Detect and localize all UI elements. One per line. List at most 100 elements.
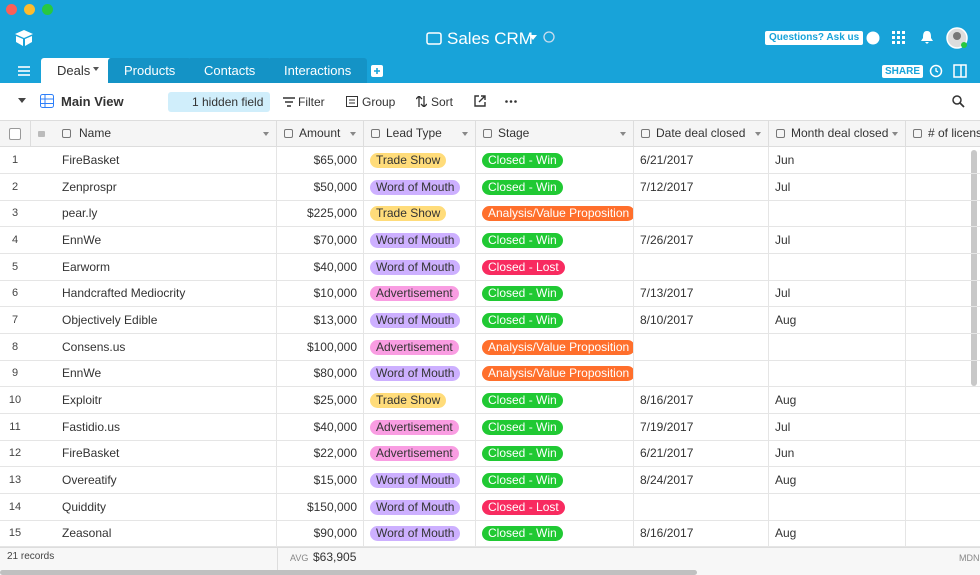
- minimize-dot[interactable]: [24, 4, 35, 15]
- month-cell[interactable]: Jul: [769, 413, 906, 441]
- lead-cell[interactable]: Trade Show: [364, 387, 476, 415]
- stage-cell[interactable]: Closed - Win: [476, 520, 634, 548]
- name-cell[interactable]: FireBasket: [55, 440, 277, 468]
- stage-cell[interactable]: Closed - Win: [476, 147, 634, 174]
- aggregate-label[interactable]: AVG: [290, 553, 309, 563]
- month-cell[interactable]: [769, 493, 906, 521]
- month-cell[interactable]: Jul: [769, 280, 906, 308]
- amount-cell[interactable]: $40,000: [277, 253, 364, 281]
- info-icon[interactable]: [543, 31, 555, 43]
- stage-cell[interactable]: Analysis/Value Proposition: [476, 333, 634, 361]
- date-cell[interactable]: 7/19/2017: [634, 413, 769, 441]
- aggregate-label-right[interactable]: MDN: [959, 553, 980, 563]
- licenses-cell[interactable]: [906, 387, 980, 415]
- amount-cell[interactable]: $100,000: [277, 333, 364, 361]
- date-cell[interactable]: 7/13/2017: [634, 280, 769, 308]
- licenses-cell[interactable]: [906, 174, 980, 201]
- name-cell[interactable]: pear.ly: [55, 200, 277, 228]
- name-cell[interactable]: FireBasket: [55, 147, 277, 174]
- name-cell[interactable]: EnnWe: [55, 227, 277, 254]
- amount-cell[interactable]: $13,000: [277, 307, 364, 335]
- lead-cell[interactable]: Word of Mouth: [364, 467, 476, 495]
- stage-cell[interactable]: Closed - Win: [476, 413, 634, 441]
- share-button[interactable]: SHARE: [882, 65, 924, 78]
- name-cell[interactable]: Consens.us: [55, 333, 277, 361]
- date-cell[interactable]: [634, 253, 769, 281]
- stage-cell[interactable]: Closed - Win: [476, 387, 634, 415]
- lead-cell[interactable]: Advertisement: [364, 280, 476, 308]
- search-icon[interactable]: [952, 95, 965, 108]
- amount-cell[interactable]: $50,000: [277, 173, 364, 201]
- licenses-cell[interactable]: [906, 467, 980, 495]
- notification-icon[interactable]: [920, 30, 934, 45]
- stage-cell[interactable]: Closed - Win: [476, 467, 634, 495]
- licenses-cell[interactable]: [906, 280, 980, 308]
- name-cell[interactable]: Zeasonal: [55, 520, 277, 548]
- month-cell[interactable]: [769, 360, 906, 388]
- name-cell[interactable]: Overeatify: [55, 467, 277, 495]
- lead-cell[interactable]: Word of Mouth: [364, 360, 476, 388]
- month-cell[interactable]: Jul: [769, 227, 906, 254]
- lead-cell[interactable]: Trade Show: [364, 147, 476, 174]
- date-cell[interactable]: [634, 360, 769, 388]
- header-caret[interactable]: [892, 132, 898, 136]
- history-icon[interactable]: [929, 64, 943, 78]
- name-cell[interactable]: Fastidio.us: [55, 413, 277, 441]
- logo[interactable]: [14, 29, 34, 47]
- tab[interactable]: Contacts: [188, 58, 272, 83]
- licenses-cell[interactable]: [906, 227, 980, 254]
- lead-cell[interactable]: Advertisement: [364, 333, 476, 361]
- lead-cell[interactable]: Advertisement: [364, 440, 476, 468]
- amount-cell[interactable]: $150,000: [277, 493, 364, 521]
- title-caret[interactable]: [529, 35, 537, 41]
- amount-cell[interactable]: $40,000: [277, 413, 364, 441]
- lead-cell[interactable]: Word of Mouth: [364, 493, 476, 521]
- avatar[interactable]: [946, 27, 968, 49]
- stage-cell[interactable]: Closed - Win: [476, 280, 634, 308]
- stage-cell[interactable]: Closed - Lost: [476, 253, 634, 281]
- lead-cell[interactable]: Word of Mouth: [364, 173, 476, 201]
- licenses-cell[interactable]: [906, 147, 980, 174]
- amount-cell[interactable]: $70,000: [277, 227, 364, 254]
- licenses-cell[interactable]: [906, 520, 980, 548]
- date-cell[interactable]: 6/21/2017: [634, 440, 769, 468]
- column-header[interactable]: # of licens: [906, 120, 980, 147]
- amount-cell[interactable]: $90,000: [277, 520, 364, 548]
- licenses-cell[interactable]: [906, 254, 980, 281]
- month-cell[interactable]: [769, 200, 906, 228]
- month-cell[interactable]: Aug: [769, 520, 906, 548]
- help-button[interactable]: Questions? Ask us: [765, 31, 864, 45]
- menu-icon[interactable]: [18, 66, 30, 76]
- lead-cell[interactable]: Trade Show: [364, 200, 476, 228]
- sort-button[interactable]: Sort: [431, 95, 454, 109]
- view-name[interactable]: Main View: [61, 94, 124, 109]
- stage-cell[interactable]: Closed - Win: [476, 307, 634, 335]
- name-cell[interactable]: Exploitr: [55, 387, 277, 415]
- column-header[interactable]: Date deal closed: [634, 120, 769, 147]
- licenses-cell[interactable]: [906, 200, 980, 228]
- date-cell[interactable]: 8/24/2017: [634, 467, 769, 495]
- amount-cell[interactable]: $10,000: [277, 280, 364, 308]
- month-cell[interactable]: [769, 253, 906, 281]
- header-caret[interactable]: [755, 132, 761, 136]
- amount-cell[interactable]: $15,000: [277, 467, 364, 495]
- share-view-icon[interactable]: [474, 95, 486, 107]
- name-cell[interactable]: EnnWe: [55, 360, 277, 388]
- apps-icon[interactable]: [892, 31, 906, 45]
- stage-cell[interactable]: Analysis/Value Proposition: [476, 200, 634, 228]
- date-cell[interactable]: [634, 200, 769, 228]
- month-cell[interactable]: Aug: [769, 467, 906, 495]
- aggregate-value[interactable]: $63,905: [313, 550, 357, 564]
- amount-cell[interactable]: $65,000: [277, 147, 364, 174]
- column-header[interactable]: Amount: [277, 120, 364, 147]
- month-cell[interactable]: Jun: [769, 440, 906, 468]
- tab[interactable]: Interactions: [268, 58, 368, 83]
- name-cell[interactable]: Objectively Edible: [55, 307, 277, 335]
- date-cell[interactable]: 8/16/2017: [634, 520, 769, 548]
- header-caret[interactable]: [462, 132, 468, 136]
- month-cell[interactable]: [769, 333, 906, 361]
- amount-cell[interactable]: $80,000: [277, 360, 364, 388]
- zoom-dot[interactable]: [42, 4, 53, 15]
- scrollbar[interactable]: [971, 150, 977, 386]
- month-cell[interactable]: Jul: [769, 173, 906, 201]
